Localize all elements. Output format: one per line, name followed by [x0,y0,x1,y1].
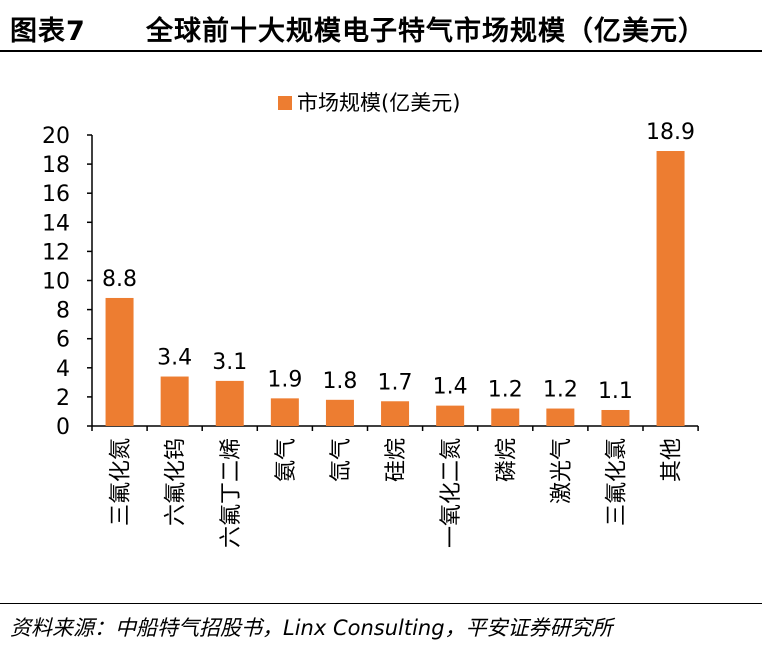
y-tick-label: 20 [42,124,70,149]
bar-chart: 市场规模(亿美元) 0 2 4 6 8 10 12 14 16 18 20 8.8 3.4 3.1 1.9… [42,91,699,548]
y-tick-label: 6 [56,328,70,353]
category-label: 氨气 [274,438,299,482]
y-tick-label: 4 [56,357,70,382]
category-label: 六氟丁二烯 [219,438,244,548]
category-label: 其他 [660,438,685,482]
bar [436,405,465,426]
category-label: 磷烷 [494,438,519,482]
y-tick-label: 14 [42,211,70,236]
bar [601,409,630,426]
bar [546,408,575,426]
y-tick-label: 0 [56,415,70,440]
data-label: 1.1 [598,379,633,404]
data-label: 1.8 [322,369,357,394]
y-tick-label: 2 [56,386,70,411]
data-labels: 8.8 3.4 3.1 1.9 1.8 1.7 1.4 1.2 1.2 1.1 18.9 [102,120,695,404]
footer-divider [0,603,762,604]
bar [270,398,299,426]
y-tick-label: 18 [42,153,70,178]
source-note: 资料来源：中船特气招股书，Linx Consulting，平安证券研究所 [10,616,613,640]
bar [325,399,354,426]
y-tick-label: 16 [42,182,70,207]
data-label: 8.8 [102,267,137,292]
category-label: 一氧化二氮 [439,438,464,548]
bar [491,408,520,426]
y-tick-label: 10 [42,270,70,295]
bars [105,151,685,426]
data-label: 1.9 [267,367,302,392]
bar [160,376,189,426]
figure-header: 图表7 全球前十大规模电子特气市场规模（亿美元） [0,0,762,52]
data-label: 1.2 [488,378,523,403]
legend-swatch [278,96,292,110]
data-label: 1.7 [378,370,413,395]
data-label: 1.4 [433,375,468,400]
data-label: 3.1 [212,350,247,375]
bar [105,297,134,426]
category-label: 三氟化氯 [604,438,629,526]
category-label: 氙气 [329,438,354,482]
category-labels: 三氟化氮 六氟化钨 六氟丁二烯 氨气 氙气 硅烷 一氧化二氮 磷烷 激光气 三氟化氯 其他 [109,438,685,548]
header-divider [0,50,762,52]
bar [381,401,410,426]
figure-label: 图表7 [10,16,86,47]
data-label: 3.4 [157,346,192,371]
bar [215,380,244,426]
data-label: 18.9 [646,120,695,145]
category-label: 激光气 [549,438,574,504]
y-tick-label: 8 [56,299,70,324]
y-tick-label: 12 [42,240,70,265]
legend-label: 市场规模(亿美元) [297,91,460,115]
bar [656,151,685,426]
category-label: 三氟化氮 [109,438,134,526]
legend: 市场规模(亿美元) [278,91,460,115]
figure-title: 全球前十大规模电子特气市场规模（亿美元） [146,16,706,47]
category-label: 六氟化钨 [164,438,189,526]
category-label: 硅烷 [384,438,409,482]
axes: 0 2 4 6 8 10 12 14 16 18 20 [42,124,699,440]
data-label: 1.2 [543,378,578,403]
